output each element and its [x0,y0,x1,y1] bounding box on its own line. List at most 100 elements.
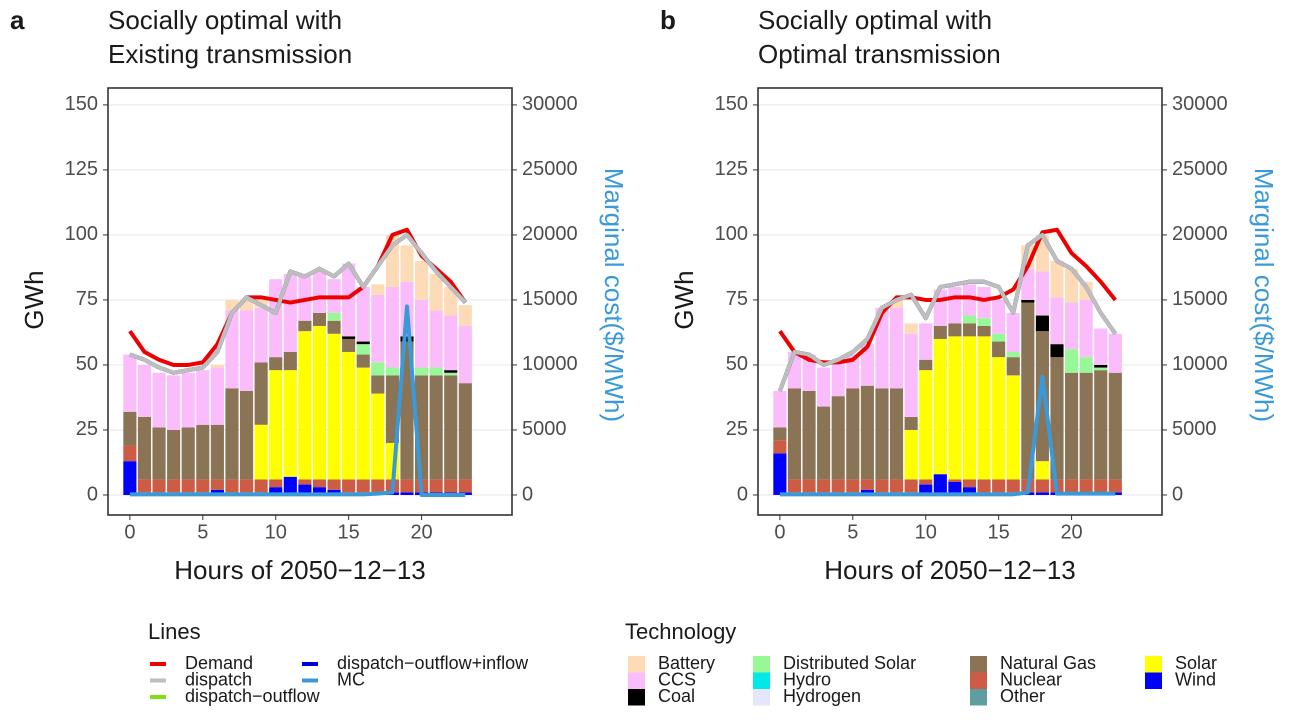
bar-segment [298,331,312,480]
legend-label: Hydro [783,669,831,689]
bar-segment [1006,479,1020,493]
bar-segment [1050,297,1064,345]
line-series [129,304,466,497]
bar-segment [773,453,787,495]
legend-key [628,672,645,689]
bar-segment [269,479,283,488]
line-series [779,374,1116,497]
bar-segment [1065,372,1079,480]
bar-segment [1108,479,1122,493]
bar-segment [312,479,327,488]
legend-label: Demand [185,653,253,673]
y-tick-label: 0 [737,483,748,505]
bar-segment [137,479,152,493]
bar-segment [312,312,327,326]
bar-segment [977,325,991,337]
bar-segment [1035,479,1049,493]
y-tick-label: 125 [715,158,748,180]
bar-segment [371,393,385,480]
panel-title: Socially optimal with [758,5,992,35]
bar-segment [225,299,239,311]
legend-label: Nuclear [1000,669,1062,689]
bar-segment [356,354,370,368]
bar-segment [239,299,254,311]
bar-segment [992,341,1006,358]
bar-segment [962,284,977,316]
y-tick-label: 150 [65,93,98,115]
y2-tick-label: 15000 [1172,288,1228,310]
bar-segment [933,325,947,339]
panel: b Socially optimal with Optimal transmissi… [660,5,1279,585]
panel-title: Socially optimal with [108,5,342,35]
bar-segment [787,479,802,493]
legend-key [753,672,770,689]
legend-label: Battery [658,653,715,673]
panel-letter: b [660,5,676,35]
legend-key [628,656,645,673]
bar-segment [254,479,268,493]
bar-segment [1035,331,1049,462]
x-tick-label: 15 [338,521,360,543]
legend-label: Natural Gas [1000,653,1096,673]
bar-segment [239,479,254,493]
bar-segment [1108,333,1122,373]
bar-segment [1050,344,1064,358]
bar-segment [458,325,472,384]
bar-segment [429,479,443,493]
bar-segment [210,479,224,490]
bar-segment [1065,479,1079,493]
bar-segment [904,323,918,334]
bar-segment [948,481,962,495]
bar-segment [225,310,239,389]
bar-segment [977,318,991,326]
x-tick-label: 0 [774,521,785,543]
legend-label: Wind [1175,669,1216,689]
bar-segment [254,307,268,363]
bar-segment [254,362,268,425]
legend-key [970,672,987,689]
y2-tick-label: 30000 [1172,93,1228,115]
bar-segment [444,372,458,376]
bar-segment [889,307,904,389]
bar-segment [977,286,991,319]
bar-segment [1108,372,1122,480]
legend-key [970,689,987,706]
line-series [128,227,467,367]
bar-segment [181,372,195,428]
bar-segment [904,416,918,430]
bar-segment [342,263,356,337]
x-tick-label: 10 [915,521,937,543]
y2-tick-label: 15000 [522,288,578,310]
legend-title: Technology [625,619,736,644]
x-tick-label: 10 [265,521,287,543]
legend-label: Distributed Solar [783,653,916,673]
bar-segment [312,325,327,480]
bar-segment [802,354,816,391]
x-axis-label: Hours of 2050−12−13 [824,555,1076,585]
bar-segment [298,320,312,332]
bar-segment [356,341,370,345]
bar-segment [1065,268,1079,303]
y2-tick-label: 30000 [522,93,578,115]
bar-segment [181,427,195,480]
bar-segment [371,375,385,394]
bar-segment [1108,492,1122,495]
bar-segment [1094,328,1108,365]
bar-segment [269,487,283,495]
bar-segment [1006,357,1020,376]
bar-segment [992,299,1006,334]
bar-segment [831,479,845,493]
bar-segment [444,315,458,371]
bar-segment [167,429,181,480]
bar-segment [846,354,860,389]
bar-segment [327,333,341,480]
bar-segment [817,406,831,480]
y-tick-label: 150 [715,93,748,115]
bar-segment [429,310,443,368]
bar-segment [919,359,933,371]
bar-segment [992,357,1006,480]
bar-segment [1094,364,1108,368]
bar-segment [196,424,210,480]
bar-segment [210,367,224,425]
bar-segment [889,479,904,493]
